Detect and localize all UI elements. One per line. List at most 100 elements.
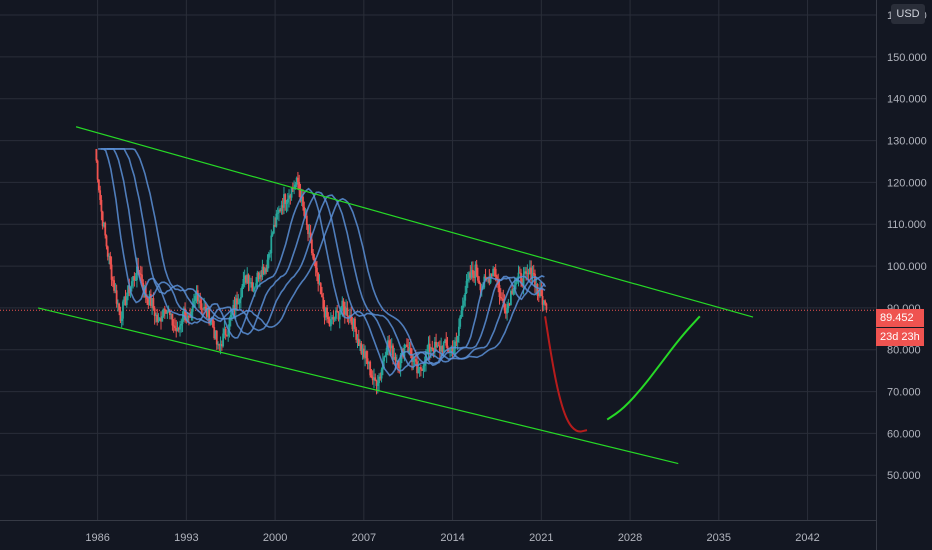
candle-body xyxy=(267,253,270,260)
candle-body xyxy=(346,307,349,317)
candle-body xyxy=(253,287,256,290)
candle-body xyxy=(231,311,233,315)
candle-body xyxy=(250,282,252,283)
candle-body xyxy=(245,275,247,283)
candle-body xyxy=(138,272,141,275)
candle-body xyxy=(227,330,230,336)
candle-body xyxy=(201,308,204,310)
candle-body xyxy=(299,190,302,202)
candle-body xyxy=(446,345,449,351)
candle-body xyxy=(171,313,174,326)
moving-average-line xyxy=(103,148,546,368)
candle-body xyxy=(354,318,356,329)
candle-body xyxy=(228,318,231,331)
candle-body xyxy=(506,308,508,314)
candle-body xyxy=(447,350,450,352)
candle-body xyxy=(125,296,128,306)
candle-body xyxy=(422,365,425,371)
projection-down-path xyxy=(544,316,588,433)
candle-body xyxy=(243,275,246,280)
candle-body xyxy=(522,273,525,286)
candle-body xyxy=(461,305,464,311)
candle-body xyxy=(451,347,454,354)
candle-body xyxy=(177,328,180,330)
candle-body xyxy=(280,205,283,211)
candle-body xyxy=(111,279,114,281)
candle-body xyxy=(414,359,417,362)
candle-body xyxy=(283,194,285,208)
candle-body xyxy=(361,348,364,354)
candle-body xyxy=(179,325,181,330)
candle-body xyxy=(234,298,237,311)
candle-body xyxy=(284,194,287,205)
candle-body xyxy=(378,376,380,384)
axes xyxy=(0,0,877,550)
candle-body xyxy=(331,317,334,320)
candle-body xyxy=(200,303,203,309)
candle-body xyxy=(498,285,501,298)
candle-body xyxy=(419,367,422,370)
candle-body xyxy=(108,256,110,257)
candle-body xyxy=(293,188,296,190)
candle-body xyxy=(101,211,104,227)
candle-body xyxy=(261,266,264,277)
candle-body xyxy=(416,361,418,374)
candle-body xyxy=(172,325,175,327)
candle-body xyxy=(471,269,474,275)
candle-body xyxy=(258,275,261,279)
candle-body xyxy=(128,285,131,294)
candle-body xyxy=(130,281,133,287)
x-tick-label: 1993 xyxy=(174,532,198,544)
candle-body xyxy=(535,284,538,288)
candle-body xyxy=(441,345,444,352)
candle-body xyxy=(504,310,507,314)
candle-body xyxy=(525,271,528,274)
candle-body xyxy=(175,328,178,332)
candle-body xyxy=(532,273,535,274)
candle-body xyxy=(95,149,98,161)
candle-body xyxy=(388,340,391,348)
candle-body xyxy=(252,289,255,291)
x-axis-labels: 1986 1993 2000 2007 2014 2021 2028 2035 2042 xyxy=(85,532,819,544)
candle-body xyxy=(417,368,420,374)
candle-body xyxy=(463,300,465,306)
candle-body xyxy=(341,300,344,311)
candle-body xyxy=(279,209,282,211)
candle-body xyxy=(464,292,467,301)
candle-body xyxy=(223,328,226,334)
candle-body xyxy=(149,294,152,306)
candle-body xyxy=(157,320,160,322)
currency-badge[interactable]: USD xyxy=(891,4,925,24)
candle-body xyxy=(479,284,482,291)
candle-body xyxy=(294,184,297,189)
candle-body xyxy=(148,294,151,305)
candle-body xyxy=(435,341,437,348)
candle-body xyxy=(309,232,312,240)
candle-body xyxy=(531,273,534,279)
candle-body xyxy=(523,271,526,274)
candle-body xyxy=(421,369,424,371)
y-tick-label: 120.000 xyxy=(887,177,927,189)
candle-body xyxy=(314,262,317,268)
candle-body xyxy=(403,345,406,357)
candle-body xyxy=(445,339,448,346)
candle-body xyxy=(123,296,126,302)
candle-body xyxy=(241,286,244,298)
candle-body xyxy=(488,278,491,283)
candle-body xyxy=(515,282,517,285)
candle-body xyxy=(371,377,374,381)
candle-body xyxy=(132,276,135,282)
candle-body xyxy=(423,363,426,366)
candle-body xyxy=(328,319,331,327)
candle-body xyxy=(295,177,298,185)
candle-body xyxy=(127,285,129,297)
candle-body xyxy=(256,272,259,284)
candle-body xyxy=(167,311,170,312)
y-tick-label: 70.000 xyxy=(887,387,921,399)
candle-body xyxy=(511,291,514,294)
candle-body xyxy=(189,316,192,318)
candle-body xyxy=(144,286,147,298)
candle-body xyxy=(270,235,273,254)
last-price-tag: 89.452 xyxy=(876,309,924,327)
